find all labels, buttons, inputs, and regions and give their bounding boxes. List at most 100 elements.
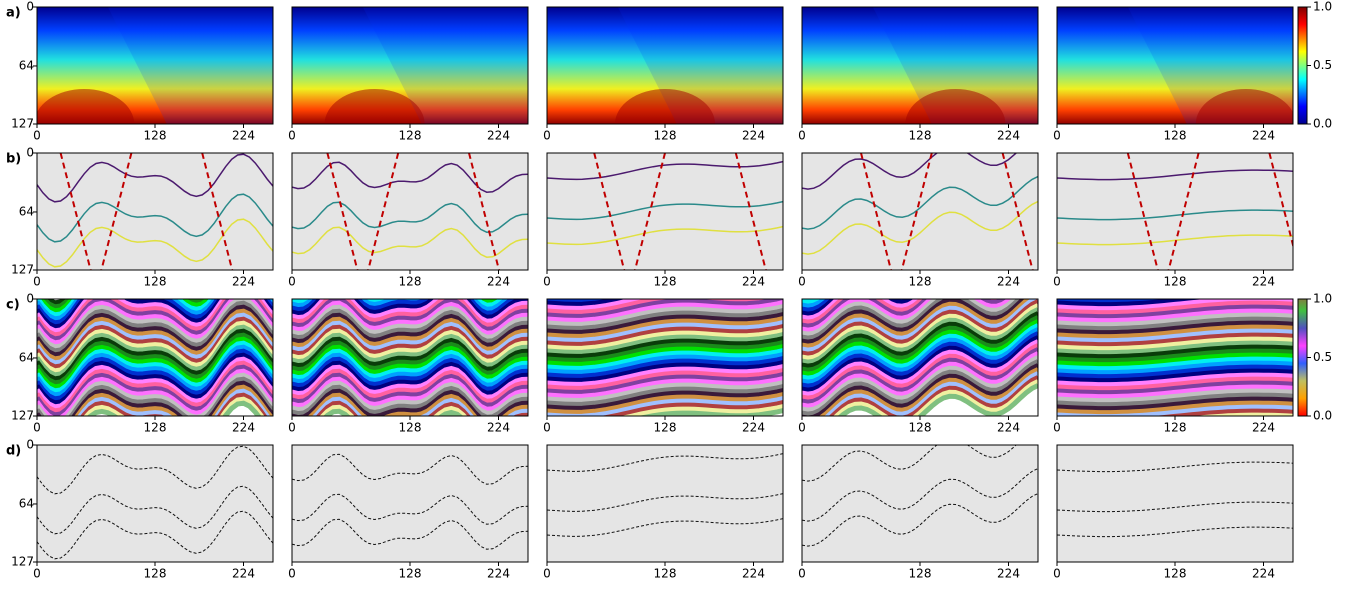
horizon-band: [1057, 396, 1293, 412]
row-label: a): [6, 6, 21, 21]
x-tick-label: 224: [232, 275, 255, 289]
horizon-band: [292, 299, 519, 316]
background: [547, 153, 783, 270]
horizon-band: [802, 327, 1038, 385]
horizon-band: [802, 299, 1015, 333]
horizon-band: [74, 384, 273, 416]
background: [292, 153, 528, 270]
x-tick-label: 224: [742, 421, 765, 435]
horizon-band: [547, 344, 783, 367]
horizon-band: [547, 336, 783, 359]
horizon-band: [547, 348, 783, 371]
panel: [547, 7, 783, 124]
x-tick-label: 0: [1053, 421, 1061, 435]
panel: [802, 7, 1038, 124]
horizon-band: [1057, 332, 1293, 348]
horizon: [802, 153, 1018, 190]
row-label: c): [6, 298, 20, 313]
horizon-band: [802, 339, 1038, 397]
x-tick-label: 0: [798, 567, 806, 581]
horizon-band: [802, 331, 1038, 389]
shade: [872, 7, 1038, 124]
horizon-band: [802, 299, 1019, 337]
horizon-band: [292, 299, 528, 324]
x-tick-label: 224: [487, 275, 510, 289]
horizon-band: [547, 376, 783, 399]
x-tick-label: 128: [144, 567, 167, 581]
colorbar-tick-label: 0.0: [1313, 117, 1332, 131]
y-tick-label: 64: [19, 496, 34, 510]
horizon: [802, 468, 1038, 522]
horizon-band: [547, 360, 783, 383]
fault: [1167, 153, 1200, 270]
colorbar-tick-label: 1.0: [1313, 292, 1332, 306]
y-tick-label: 0: [26, 0, 34, 14]
horizon-band: [1057, 348, 1293, 364]
horizon-band: [547, 312, 783, 335]
x-tick-label: 224: [487, 567, 510, 581]
background: [1057, 445, 1293, 562]
horizon-band: [319, 404, 468, 416]
x-tick-label: 0: [1053, 129, 1061, 143]
x-tick-label: 128: [909, 421, 932, 435]
horizon-band: [1057, 404, 1293, 416]
horizon-band: [292, 344, 528, 380]
x-tick-label: 0: [33, 421, 41, 435]
horizon-band: [547, 388, 783, 411]
horizon-band: [802, 299, 1010, 329]
horizon-band: [1057, 344, 1293, 360]
y-tick-label: 127: [11, 555, 34, 569]
background: [802, 445, 1038, 562]
horizon-band: [87, 400, 262, 416]
y-tick-label: 64: [19, 204, 34, 218]
horizon-band: [292, 328, 528, 364]
horizon-band: [802, 351, 1038, 409]
horizon-band: [315, 400, 528, 416]
horizon-band: [802, 311, 1038, 369]
horizon: [1057, 526, 1293, 538]
horizon-band: [292, 364, 528, 400]
horizon: [292, 518, 528, 550]
x-tick-label: 0: [288, 275, 296, 289]
horizon-band: [547, 384, 783, 407]
horizon: [1057, 169, 1293, 181]
fault: [100, 153, 133, 270]
x-tick-label: 128: [399, 421, 422, 435]
horizon-band: [292, 299, 506, 308]
fault: [1001, 153, 1034, 270]
horizon: [37, 193, 273, 243]
row-label: b): [6, 152, 21, 167]
background: [292, 445, 528, 562]
horizon-band: [547, 304, 783, 327]
horizon-band: [547, 299, 783, 319]
panel: [292, 299, 528, 416]
horizon-band: [802, 343, 1038, 401]
fault: [59, 153, 92, 270]
horizon-band: [292, 299, 528, 320]
x-tick-label: 128: [144, 129, 167, 143]
fault: [1126, 153, 1159, 270]
horizon-band: [621, 404, 783, 416]
horizon: [1057, 461, 1293, 473]
horizon-band: [1057, 336, 1293, 352]
x-tick-label: 128: [1164, 129, 1187, 143]
horizon-band: [311, 396, 528, 416]
x-tick-label: 0: [543, 129, 551, 143]
horizon-band: [547, 328, 783, 351]
horizon: [547, 200, 783, 221]
fault: [634, 153, 666, 270]
background: [802, 153, 1038, 270]
y-tick-label: 127: [11, 263, 34, 277]
horizon-band: [547, 372, 783, 395]
horizon-band: [293, 299, 501, 304]
x-tick-label: 0: [543, 567, 551, 581]
fault: [900, 153, 933, 270]
horizon-band: [547, 299, 631, 307]
high: [1195, 89, 1293, 124]
horizon-band: [292, 299, 528, 332]
background: [37, 153, 273, 270]
horizon-band: [292, 388, 528, 416]
x-tick-label: 0: [543, 275, 551, 289]
colorbar: [1297, 6, 1308, 125]
panel: [802, 299, 1038, 416]
